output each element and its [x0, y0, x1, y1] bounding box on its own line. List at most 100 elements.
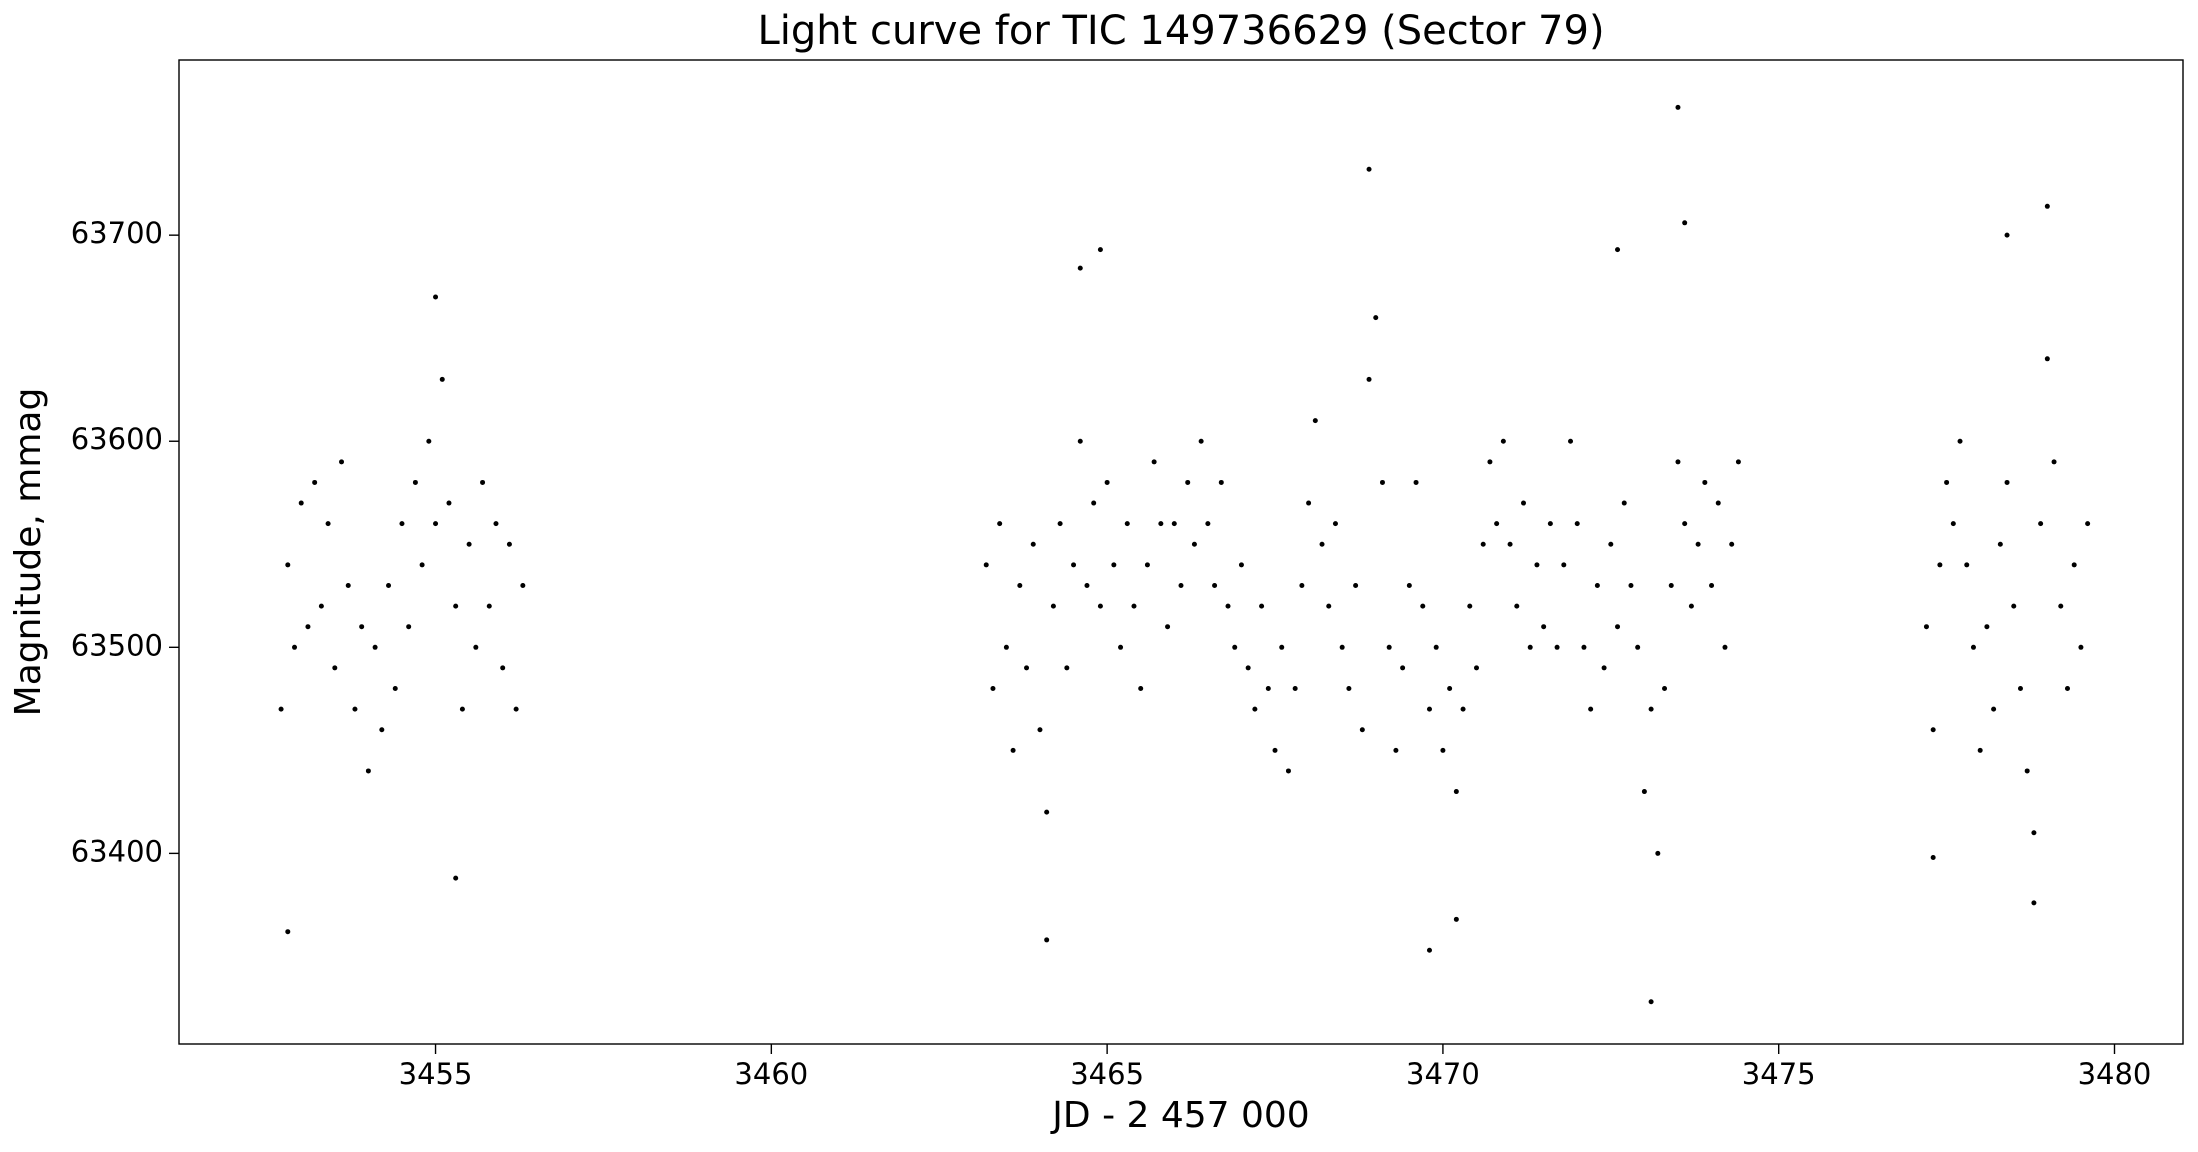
point	[453, 603, 459, 609]
point	[1104, 479, 1110, 485]
point	[1541, 624, 1547, 630]
point	[1044, 937, 1050, 943]
point	[1225, 603, 1231, 609]
point	[1259, 603, 1265, 609]
point	[1279, 644, 1285, 650]
point	[1977, 747, 1983, 753]
point	[1601, 665, 1607, 671]
point	[298, 500, 304, 506]
point	[332, 665, 338, 671]
point	[1554, 644, 1560, 650]
point	[1594, 582, 1600, 588]
point	[1534, 562, 1540, 568]
point	[1547, 521, 1553, 527]
point	[1608, 541, 1614, 547]
point	[379, 727, 385, 733]
point	[285, 562, 291, 568]
point	[1628, 582, 1634, 588]
point	[1970, 644, 1976, 650]
point	[1071, 562, 1077, 568]
point	[1682, 521, 1688, 527]
point	[1957, 438, 1963, 444]
point	[1487, 459, 1493, 465]
point	[1453, 789, 1459, 795]
point	[1460, 706, 1466, 712]
point	[1118, 644, 1124, 650]
point	[2024, 768, 2030, 774]
point	[2038, 521, 2044, 527]
point	[1353, 582, 1359, 588]
point	[1722, 644, 1728, 650]
x-tick-label: 3470	[1406, 1057, 1480, 1091]
point	[292, 644, 298, 650]
point	[1400, 665, 1406, 671]
point	[486, 603, 492, 609]
point	[1285, 768, 1291, 774]
point	[2044, 356, 2050, 362]
point	[1138, 686, 1144, 692]
plot-frame	[178, 59, 2184, 1045]
point	[2051, 459, 2057, 465]
point	[1668, 582, 1674, 588]
x-tick-label: 3480	[2078, 1057, 2152, 1091]
point	[419, 562, 425, 568]
point	[1991, 706, 1997, 712]
point	[2004, 479, 2010, 485]
point	[1252, 706, 1258, 712]
point	[312, 479, 318, 485]
point	[1003, 644, 1009, 650]
point	[1292, 686, 1298, 692]
point	[1514, 603, 1520, 609]
point	[2031, 900, 2037, 906]
point	[1097, 247, 1103, 253]
point	[1272, 747, 1278, 753]
point	[1440, 747, 1446, 753]
point	[1319, 541, 1325, 547]
point	[352, 706, 358, 712]
point	[318, 603, 324, 609]
point	[1158, 521, 1164, 527]
point	[1420, 603, 1426, 609]
point	[1064, 665, 1070, 671]
point	[1178, 582, 1184, 588]
point	[1144, 562, 1150, 568]
point	[1641, 789, 1647, 795]
point	[473, 644, 479, 650]
point	[459, 706, 465, 712]
point	[426, 438, 432, 444]
point	[1568, 438, 1574, 444]
point	[1695, 541, 1701, 547]
point	[439, 376, 445, 382]
point	[1326, 603, 1332, 609]
point	[1406, 582, 1412, 588]
point	[2058, 603, 2064, 609]
point	[1037, 727, 1043, 733]
point	[466, 541, 472, 547]
point	[990, 686, 996, 692]
point	[365, 768, 371, 774]
point	[2071, 562, 2077, 568]
x-tick-label: 3465	[1070, 1057, 1144, 1091]
point	[1366, 166, 1372, 172]
point	[1077, 265, 1083, 271]
point	[1688, 603, 1694, 609]
point	[1077, 438, 1083, 444]
point	[1944, 479, 1950, 485]
point	[1984, 624, 1990, 630]
x-tick-label: 3475	[1742, 1057, 1816, 1091]
point	[325, 521, 331, 527]
point	[392, 686, 398, 692]
point	[2078, 644, 2084, 650]
point	[1265, 686, 1271, 692]
point	[2004, 232, 2010, 238]
point	[1507, 541, 1513, 547]
y-tick-label: 63700	[71, 216, 163, 250]
point	[1205, 521, 1211, 527]
point	[1467, 603, 1473, 609]
point	[1621, 500, 1627, 506]
point	[1306, 500, 1312, 506]
point	[1709, 582, 1715, 588]
point	[1097, 603, 1103, 609]
point	[2044, 203, 2050, 209]
